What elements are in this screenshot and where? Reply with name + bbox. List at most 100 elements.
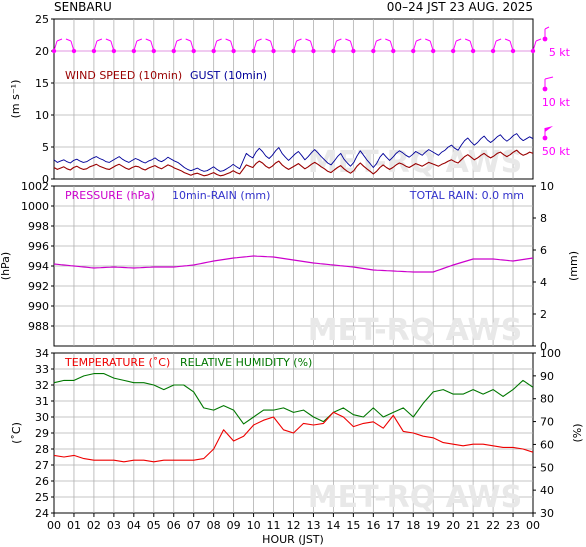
x-tick-label-1: 01 — [67, 519, 81, 532]
temperature-legend: TEMPERATURE (˚C) — [64, 356, 170, 369]
wind-barb-staff-23 — [509, 40, 514, 52]
wind-barb-staff-24 — [532, 40, 537, 52]
pressure-legend: PRESSURE (hPa) — [65, 189, 155, 202]
wind-barb-dot-16 — [371, 48, 376, 54]
x-tick-label-4: 04 — [127, 519, 141, 532]
temp-ytick-label-25: 25 — [35, 491, 49, 504]
x-tick-label-19: 19 — [426, 519, 440, 532]
x-tick-label-0: 00 — [47, 519, 61, 532]
wind-speed-legend: WIND SPEED (10min) — [65, 69, 182, 82]
wind-barb-23 — [504, 38, 516, 54]
station-name: SENBARU — [54, 0, 112, 14]
wind-barb-staff-18 — [412, 40, 417, 52]
wind-barb-staff-9 — [230, 40, 235, 52]
x-tick-label-2: 02 — [87, 519, 101, 532]
wind-barb-19 — [425, 38, 436, 54]
wind-barb-staff-1 — [70, 40, 75, 52]
wind-ytick-label-10: 10 — [35, 109, 49, 122]
wind-ytick-label-20: 20 — [35, 45, 49, 58]
temperature-watermark: MET-RQ AWS — [308, 480, 522, 515]
x-tick-label-11: 11 — [267, 519, 281, 532]
wind-barb-flag-20 — [455, 38, 462, 42]
temp-ytick-label-29: 29 — [35, 427, 49, 440]
pressure-ytick-label-992: 992 — [28, 280, 49, 293]
x-tick-label-20: 20 — [446, 519, 460, 532]
wind-barb-staff-10 — [253, 40, 258, 52]
x-tick-label-16: 16 — [366, 519, 380, 532]
wind-barb-staff-2 — [93, 40, 98, 52]
wind-barb-21 — [464, 38, 476, 54]
rain-rtick-label-0: 0 — [540, 340, 547, 353]
wind-ytick-label-15: 15 — [35, 77, 49, 90]
x-tick-label-15: 15 — [346, 519, 360, 532]
x-tick-label-14: 14 — [326, 519, 340, 532]
x-tick-label-6: 06 — [167, 519, 181, 532]
wind-barb-flag-24 — [535, 38, 542, 42]
wind-barb-18 — [411, 38, 422, 54]
x-tick-label-8: 08 — [207, 519, 221, 532]
pressure-ytick-label-1000: 1000 — [21, 200, 49, 213]
humidity-legend: RELATIVE HUMIDITY (%) — [180, 356, 312, 369]
gust-legend: GUST (10min) — [190, 69, 267, 82]
date-period: 00–24 JST 23 AUG. 2025 — [387, 0, 533, 14]
humidity-rtick-label-60: 60 — [540, 438, 554, 451]
wind-barb-staff-19 — [429, 40, 434, 52]
pressure-watermark: MET-RQ AWS — [308, 313, 522, 348]
wind-barb-flag-6 — [176, 38, 182, 42]
wind-barb-flag-22 — [495, 38, 502, 42]
temp-ytick-label-34: 34 — [35, 347, 49, 360]
x-axis: 00 01 02 03 04 05 06 07 08 09 10 11 12 13 14 15 16 17 18 19… — [47, 513, 540, 532]
wind-barb-staff-14 — [332, 40, 337, 52]
wind-barb-12 — [291, 38, 302, 54]
wind-barb-dot-22 — [490, 48, 496, 54]
temp-ytick-label-28: 28 — [35, 443, 49, 456]
barb-legend-flag-0 — [544, 26, 550, 30]
wind-barb-7 — [185, 38, 196, 54]
barb-legend-label-1: 10 kt — [542, 96, 571, 109]
temp-ytick-label-26: 26 — [35, 475, 49, 488]
pressure-ytick-label-990: 990 — [28, 300, 49, 313]
wind-barb-13 — [305, 38, 316, 54]
rain-rtick-label-2: 2 — [540, 308, 547, 321]
wind-barb-flag-18 — [416, 38, 422, 42]
wind-barb-flag-19 — [425, 38, 431, 42]
wind-barb-staff-15 — [349, 40, 354, 52]
x-tick-label-12: 12 — [287, 519, 301, 532]
pressure-ytick-label-1002: 1002 — [21, 180, 49, 193]
x-tick-label-18: 18 — [406, 519, 420, 532]
pressure-ylabel: (hPa) — [0, 252, 12, 280]
pressure-line — [53, 255, 534, 273]
humidity-rtick-label-50: 50 — [540, 461, 554, 474]
wind-barb-flag-23 — [504, 38, 511, 42]
wind-barb-4 — [131, 38, 143, 54]
wind-barb-14 — [331, 38, 342, 54]
wind-barb-staff-12 — [293, 40, 297, 52]
wind-barb-11 — [265, 38, 276, 54]
wind-barb-flag-5 — [145, 38, 151, 42]
wind-barb-staff-3 — [110, 40, 115, 52]
wind-barb-flag-1 — [65, 38, 72, 42]
pressure-ytick-label-998: 998 — [28, 220, 49, 233]
wind-barb-10 — [251, 38, 262, 54]
x-tick-label-3: 03 — [107, 519, 121, 532]
wind-barb-17 — [385, 38, 396, 54]
total-rain-label: TOTAL RAIN: 0.0 mm — [409, 189, 524, 202]
wind-barb-staff-7 — [190, 40, 195, 52]
wind-barb-dot-14 — [331, 48, 336, 54]
x-tick-label-7: 07 — [187, 519, 201, 532]
wind-barb-flag-16 — [376, 38, 382, 42]
temp-ytick-label-33: 33 — [35, 363, 49, 376]
wind-barb-16 — [371, 38, 382, 54]
wind-barb-flag-14 — [336, 38, 342, 42]
wind-barb-9 — [225, 38, 236, 54]
wind-barb-flag-13 — [305, 38, 311, 42]
wind-barb-0 — [51, 38, 63, 54]
wind-barb-staff-17 — [389, 40, 394, 52]
humidity-rtick-label-40: 40 — [540, 484, 554, 497]
barb-legend-flag-1 — [544, 76, 554, 80]
x-tick-label-13: 13 — [306, 519, 320, 532]
temperature-line — [53, 411, 534, 463]
rain-rtick-label-4: 4 — [540, 276, 547, 289]
temp-ytick-label-31: 31 — [35, 395, 49, 408]
